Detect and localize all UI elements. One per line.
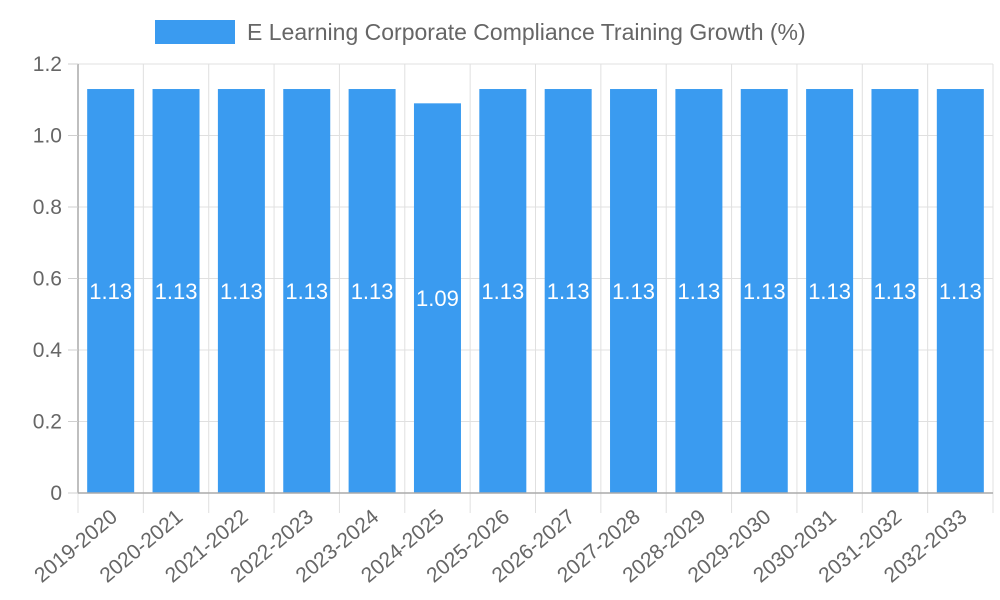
y-tick-label: 0: [50, 482, 62, 505]
bar-value-label: 1.13: [285, 279, 328, 304]
bar[interactable]: [936, 89, 984, 494]
bar[interactable]: [87, 89, 135, 494]
bar-value-label: 1.13: [220, 279, 263, 304]
y-tick-label: 0.2: [33, 411, 62, 434]
bar-value-label: 1.13: [743, 279, 786, 304]
x-axis-ticks: 2019-20202020-20212021-20222022-20232023…: [30, 505, 971, 587]
bar-value-label: 1.13: [155, 279, 198, 304]
grid-lines: [77, 63, 994, 513]
bar-value-label: 1.13: [808, 279, 851, 304]
bar-value-label: 1.13: [481, 279, 524, 304]
bar-value-label: 1.13: [677, 279, 720, 304]
legend-label: E Learning Corporate Compliance Training…: [247, 18, 806, 45]
y-tick-label: 1.2: [33, 53, 62, 76]
bar[interactable]: [740, 89, 788, 494]
bar[interactable]: [479, 89, 527, 494]
bar[interactable]: [871, 89, 919, 494]
bar-value-label: 1.13: [351, 279, 394, 304]
bars: 1.13 1.13 1.13 1.13 1.13 1.09 1.13 1.13 1.13 1.13…: [87, 89, 984, 494]
chart-legend: E Learning Corporate Compliance Training…: [155, 18, 806, 46]
bar[interactable]: [544, 89, 592, 494]
bar-value-label: 1.13: [612, 279, 655, 304]
bar[interactable]: [806, 89, 854, 494]
bar-value-label: 1.13: [89, 279, 132, 304]
y-tick-label: 0.8: [33, 196, 62, 219]
y-tick-label: 0.6: [33, 268, 62, 291]
bar[interactable]: [152, 89, 200, 494]
y-tick-label: 1.0: [33, 125, 62, 148]
bar[interactable]: [217, 89, 265, 494]
bar-value-label: 1.09: [416, 286, 459, 311]
bar[interactable]: [675, 89, 723, 494]
bar-value-label: 1.13: [547, 279, 590, 304]
y-tick-label: 0.4: [33, 339, 63, 362]
bar-value-label: 1.13: [874, 279, 917, 304]
bar[interactable]: [413, 103, 461, 493]
bar[interactable]: [610, 89, 658, 494]
bar[interactable]: [283, 89, 331, 494]
bar[interactable]: [348, 89, 396, 494]
y-axis-ticks: 0 0.2 0.4 0.6 0.8 1.0 1.2: [33, 53, 78, 505]
legend-swatch[interactable]: [155, 20, 235, 44]
bar-value-label: 1.13: [939, 279, 982, 304]
